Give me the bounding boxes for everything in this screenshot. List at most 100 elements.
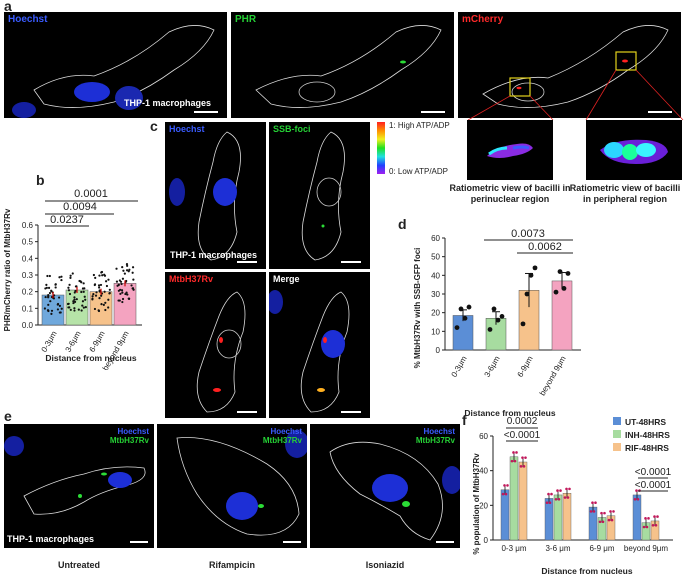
point-f bbox=[556, 489, 559, 492]
point-f bbox=[557, 497, 561, 501]
point-f bbox=[519, 465, 523, 468]
point-b bbox=[71, 272, 74, 275]
ylabel-b: PHR/mCherry ratio of MtbH37Rv bbox=[3, 208, 12, 331]
xtick-label-f: 3-6 μm bbox=[545, 544, 570, 553]
pvalue-f-right-2: <0.0001 bbox=[635, 480, 672, 491]
point-b bbox=[91, 297, 94, 300]
ytick-label-b: 0.1 bbox=[22, 304, 34, 313]
ytick-label-d: 30 bbox=[431, 290, 440, 299]
point-b bbox=[103, 290, 106, 293]
point-f bbox=[653, 515, 656, 518]
point-b bbox=[80, 309, 83, 312]
point-b bbox=[54, 286, 57, 289]
point-b bbox=[125, 269, 129, 272]
caption-isoniazid: Isoniazid bbox=[365, 560, 405, 570]
point-d bbox=[495, 317, 501, 323]
colorbar-low-label: 0: Low ATP/ADP bbox=[389, 167, 448, 176]
ytick-label-b: 0.3 bbox=[22, 271, 34, 280]
point-b bbox=[57, 296, 61, 299]
point-f bbox=[550, 492, 553, 496]
point-b bbox=[82, 290, 85, 293]
point-b bbox=[60, 307, 63, 310]
point-b bbox=[56, 308, 60, 311]
point-d bbox=[458, 306, 464, 312]
point-b bbox=[73, 300, 77, 303]
point-f bbox=[601, 520, 605, 524]
point-b bbox=[97, 309, 101, 313]
micrograph-e-untreated: Hoechst MtbH37Rv THP-1 macrophages bbox=[4, 424, 154, 548]
ytick-label-b: 0.6 bbox=[22, 221, 34, 230]
point-b bbox=[115, 280, 119, 283]
ratiometric-inset-peripheral bbox=[586, 120, 682, 180]
ytick-label-b: 0.0 bbox=[22, 321, 34, 330]
panel-letter-d: d bbox=[398, 216, 407, 232]
point-f bbox=[592, 510, 596, 513]
point-b bbox=[123, 272, 126, 275]
legend-swatch-f bbox=[613, 430, 621, 438]
pvalue-f-right-1: <0.0001 bbox=[635, 467, 672, 478]
ytick-label-d: 0 bbox=[436, 346, 441, 355]
point-f bbox=[503, 484, 506, 487]
point-f bbox=[522, 465, 526, 468]
ytick-label-f: 0 bbox=[484, 536, 489, 545]
point-b bbox=[47, 286, 51, 289]
point-b bbox=[83, 295, 86, 298]
c-label-merge: Merge bbox=[273, 274, 300, 284]
point-f bbox=[642, 525, 646, 529]
xtick-label-b: 6-9μm bbox=[88, 329, 107, 354]
legend-label-f: INH-48HRS bbox=[625, 430, 670, 440]
point-f bbox=[654, 523, 658, 527]
point-b bbox=[103, 274, 107, 277]
point-f bbox=[565, 487, 568, 491]
point-b bbox=[121, 266, 124, 269]
point-f bbox=[635, 489, 638, 492]
chart-d-bars: 0-3μm 3-6μm 6-9μm beyond 9μm bbox=[450, 265, 573, 397]
point-b bbox=[104, 280, 108, 283]
point-b bbox=[107, 298, 110, 301]
point-b bbox=[100, 303, 103, 306]
point-b bbox=[83, 287, 86, 290]
pvalue-b-1: 0.0001 bbox=[74, 188, 108, 200]
point-b bbox=[132, 288, 135, 291]
point-f bbox=[515, 451, 518, 454]
pvalue-f-top-2: <0.0001 bbox=[504, 430, 541, 441]
ytick-label-b: 0.5 bbox=[22, 238, 34, 247]
panel-letter-c: c bbox=[150, 118, 158, 134]
ratio-colorbar bbox=[377, 122, 385, 174]
ylabel-f: % population of MtbH37Rv bbox=[472, 453, 481, 555]
point-f bbox=[547, 492, 550, 496]
point-b bbox=[93, 307, 97, 311]
channel-label-hoechst: Hoechst bbox=[8, 14, 48, 25]
ylabel-d: % MtbH37Rv with SSB-GFP foci bbox=[413, 248, 422, 369]
point-b bbox=[50, 309, 54, 312]
point-b bbox=[107, 278, 110, 281]
point-b bbox=[80, 290, 83, 294]
point-f bbox=[545, 501, 549, 505]
point-b bbox=[97, 284, 101, 287]
bar-f bbox=[518, 461, 528, 541]
point-b bbox=[115, 267, 118, 270]
point-b bbox=[99, 283, 103, 287]
xtick-label-d: 6-9μm bbox=[516, 354, 535, 379]
point-b bbox=[117, 289, 120, 292]
c-label-ssb: SSB-foci bbox=[273, 124, 311, 134]
e3-label-hoechst: Hoechst bbox=[423, 427, 455, 436]
point-b bbox=[131, 271, 134, 274]
bar-f bbox=[553, 494, 563, 541]
bar-f bbox=[544, 498, 554, 541]
point-b bbox=[120, 282, 123, 286]
ytick-label-f: 60 bbox=[479, 432, 488, 441]
point-b bbox=[73, 309, 76, 312]
point-b bbox=[69, 274, 72, 277]
micrograph-phr: PHR bbox=[231, 12, 454, 118]
point-b bbox=[121, 291, 124, 294]
c-label-mtb: MtbH37Rv bbox=[169, 274, 214, 284]
point-b bbox=[100, 294, 103, 297]
point-b bbox=[46, 309, 50, 312]
point-f bbox=[645, 525, 649, 529]
point-b bbox=[47, 303, 50, 306]
panel-letter-e: e bbox=[4, 408, 12, 424]
ytick-label-f: 20 bbox=[479, 501, 488, 510]
point-d bbox=[528, 272, 534, 278]
